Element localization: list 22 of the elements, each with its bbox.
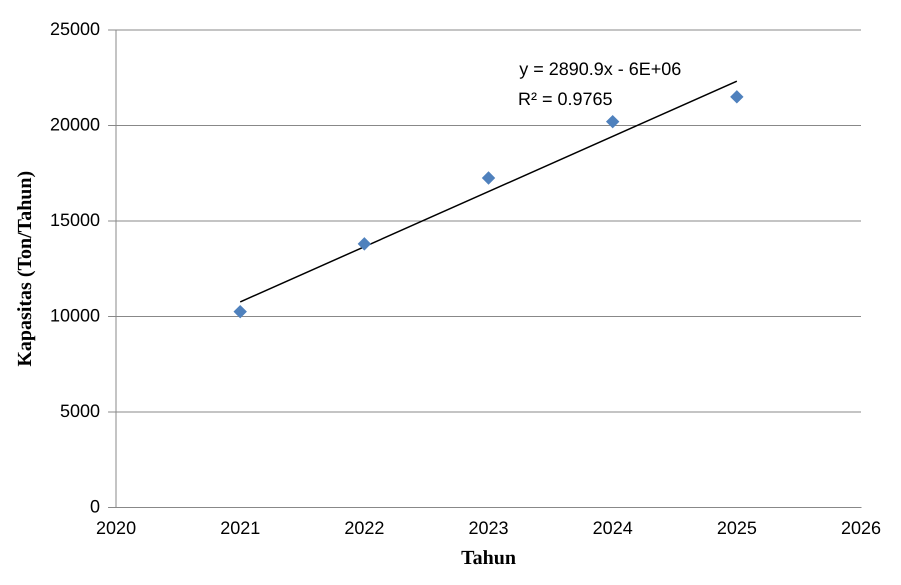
x-tick-label: 2025: [716, 518, 757, 538]
y-tick-label: 10000: [50, 305, 100, 326]
point: [482, 171, 496, 184]
y-tick-label: 0: [90, 496, 100, 516]
x-tick-label: 2021: [220, 518, 260, 538]
point: [606, 115, 620, 128]
x-tick-label: 2023: [468, 518, 509, 538]
y-tick-label: 5000: [60, 400, 100, 421]
x-axis-title: Tahun: [461, 547, 516, 570]
x-tick-label: 2024: [592, 518, 633, 538]
x-tick-label: 2026: [840, 518, 882, 538]
x-tick-label: 2020: [96, 518, 136, 538]
y-tick-label: 25000: [50, 18, 100, 39]
point: [730, 90, 744, 104]
annotation: R² = 0.9765: [518, 88, 613, 109]
x-tick-label: 2022: [344, 518, 384, 538]
annotation: y = 2890.9x - 6E+06: [519, 58, 682, 79]
y-tick-label: 15000: [50, 210, 100, 230]
point: [358, 237, 371, 250]
y-axis-title: Kapasitas (Ton/Tahun): [14, 170, 36, 367]
point: [234, 305, 247, 318]
y-tick-label: 20000: [50, 114, 100, 134]
